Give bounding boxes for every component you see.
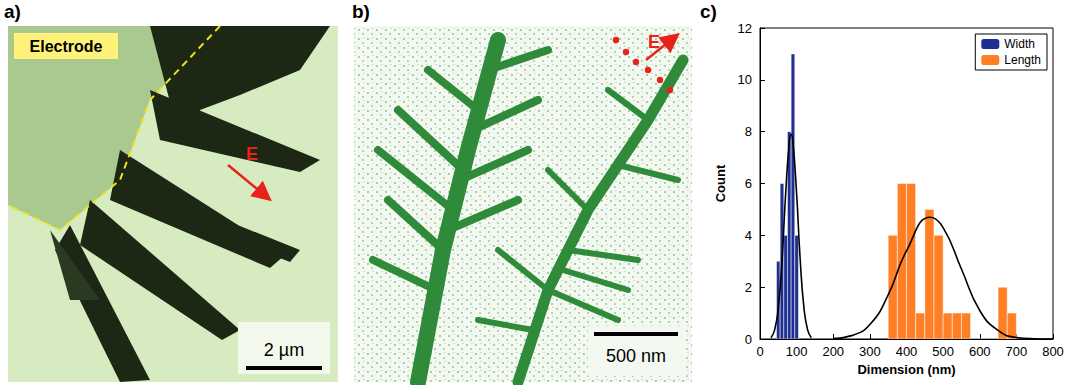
svg-text:E: E bbox=[246, 144, 258, 164]
svg-text:Dimension (nm): Dimension (nm) bbox=[857, 362, 955, 377]
svg-text:Electrode: Electrode bbox=[30, 38, 103, 55]
svg-text:0: 0 bbox=[756, 344, 763, 359]
svg-text:700: 700 bbox=[1006, 344, 1028, 359]
svg-text:Width: Width bbox=[1004, 37, 1035, 51]
svg-text:8: 8 bbox=[745, 124, 752, 139]
svg-text:2 µm: 2 µm bbox=[264, 340, 304, 360]
svg-text:2: 2 bbox=[745, 280, 752, 295]
svg-text:c): c) bbox=[700, 1, 717, 22]
svg-text:Length: Length bbox=[1004, 53, 1041, 67]
svg-text:500 nm: 500 nm bbox=[606, 346, 666, 366]
svg-text:b): b) bbox=[352, 1, 370, 22]
svg-text:300: 300 bbox=[859, 344, 881, 359]
svg-text:a): a) bbox=[4, 1, 21, 22]
svg-text:Count: Count bbox=[713, 164, 728, 202]
svg-text:0: 0 bbox=[745, 332, 752, 347]
svg-text:4: 4 bbox=[745, 228, 752, 243]
svg-text:600: 600 bbox=[969, 344, 991, 359]
svg-text:800: 800 bbox=[1042, 344, 1064, 359]
svg-text:10: 10 bbox=[738, 72, 752, 87]
svg-text:E: E bbox=[648, 32, 660, 52]
svg-text:6: 6 bbox=[745, 176, 752, 191]
svg-text:12: 12 bbox=[738, 21, 752, 36]
svg-text:200: 200 bbox=[822, 344, 844, 359]
svg-text:400: 400 bbox=[896, 344, 918, 359]
svg-text:500: 500 bbox=[932, 344, 954, 359]
svg-text:100: 100 bbox=[786, 344, 808, 359]
